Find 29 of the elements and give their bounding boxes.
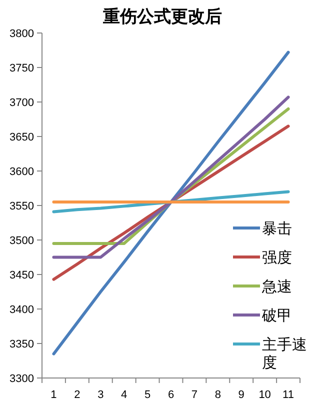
line-series [52,50,290,356]
x-tick-label: 1 [50,389,57,401]
y-tick-label: 3600 [10,166,34,178]
y-tick-label: 3300 [10,372,34,385]
x-tick-label: 11 [282,389,294,401]
x-tick-label: 10 [258,389,271,401]
legend-label: 急速 [261,278,292,296]
y-tick-label: 3500 [10,234,34,247]
x-tick-label: 8 [214,389,221,401]
legend-label: 主手速度 [262,336,307,372]
legend-label: 暴击 [262,220,292,238]
y-tick-label: 3800 [10,28,34,40]
y-tick-label: 3350 [10,338,34,350]
legend-label: 破甲 [261,307,292,324]
y-tick-label: 3450 [10,269,34,282]
x-tick-label: 7 [191,389,198,401]
y-tick-label: 3750 [10,62,34,74]
chart-title: 重伤公式更改后 [102,7,222,26]
x-tick-label: 4 [121,389,128,401]
y-tick-label: 3700 [10,96,34,109]
x-tick-label: 6 [168,389,174,401]
y-tick-label: 3550 [10,200,34,212]
y-tick-label: 3400 [10,304,34,316]
x-tick-label: 2 [74,389,80,401]
x-tick-label: 3 [98,389,104,401]
legend-label: 强度 [262,249,292,266]
x-tick-label: 9 [238,389,244,401]
y-tick-label: 3650 [10,131,34,144]
x-tick-label: 5 [144,389,151,401]
